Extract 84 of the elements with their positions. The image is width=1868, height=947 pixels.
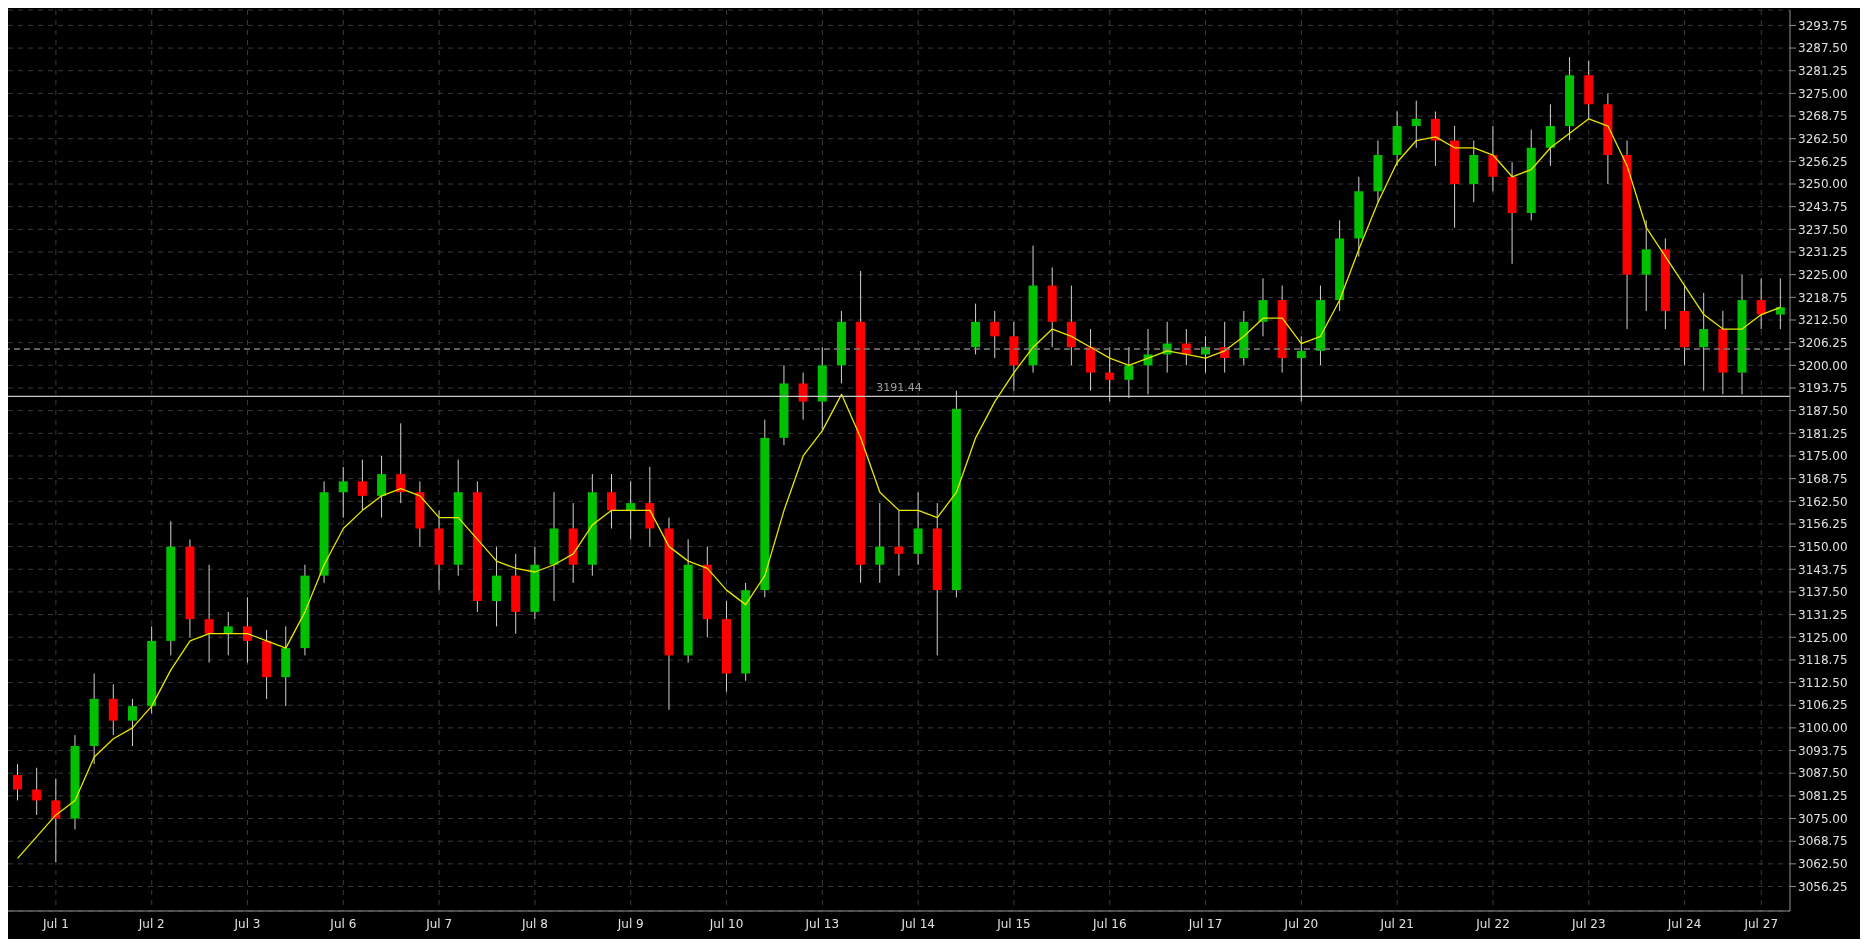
- candlestick: [990, 310, 1000, 359]
- y-tick-label: 3106.25: [1798, 698, 1848, 713]
- x-tick-label: Jul 7: [425, 916, 453, 931]
- y-tick-label: 3200.00: [1798, 358, 1848, 373]
- x-tick-label: Jul 16: [1091, 916, 1127, 931]
- candlestick: [204, 564, 214, 664]
- candlestick: [32, 767, 42, 816]
- x-tick-label: Jul 9: [616, 916, 644, 931]
- candlestick: [108, 683, 118, 736]
- y-tick-label: 3056.25: [1798, 879, 1848, 894]
- y-tick-label: 3256.25: [1798, 154, 1848, 169]
- candlestick: [1756, 277, 1766, 330]
- y-tick-label: 3275.00: [1798, 86, 1848, 101]
- candlestick: [377, 455, 387, 519]
- y-tick-label: 3231.25: [1798, 245, 1848, 260]
- y-tick-label: 3218.75: [1798, 290, 1848, 305]
- candlestick: [1430, 111, 1440, 167]
- y-tick-label: 3168.75: [1798, 471, 1848, 486]
- y-tick-label: 3156.25: [1798, 517, 1848, 532]
- x-tick-label: Jul 23: [1571, 916, 1606, 931]
- y-tick-label: 3262.50: [1798, 131, 1848, 146]
- y-tick-label: 3162.50: [1798, 494, 1848, 509]
- y-tick-label: 3081.25: [1798, 789, 1848, 804]
- y-tick-label: 3068.75: [1798, 834, 1848, 849]
- candlestick: [1258, 277, 1268, 337]
- candlestick: [1699, 292, 1709, 392]
- x-tick-label: Jul 14: [900, 916, 935, 931]
- y-tick-label: 3150.00: [1798, 539, 1848, 554]
- y-tick-label: 3287.50: [1798, 41, 1848, 56]
- y-tick-label: 3243.75: [1798, 199, 1848, 214]
- candlestick: [338, 466, 348, 519]
- x-tick-label: Jul 3: [233, 916, 261, 931]
- candlestick: [607, 473, 616, 529]
- candlestick: [626, 480, 636, 540]
- x-tick-label: Jul 2: [137, 916, 165, 931]
- x-tick-label: Jul 20: [1283, 916, 1319, 931]
- candlestick: [1775, 277, 1785, 330]
- y-tick-label: 3087.50: [1798, 766, 1848, 781]
- y-tick-label: 3112.50: [1798, 675, 1848, 690]
- y-tick-label: 3125.00: [1798, 630, 1848, 645]
- y-tick-label: 3237.50: [1798, 222, 1848, 237]
- x-tick-label: Jul 1: [41, 916, 69, 931]
- x-tick-label: Jul 10: [708, 916, 744, 931]
- x-tick-label: Jul 6: [329, 916, 357, 931]
- candlestick: [1488, 125, 1498, 192]
- y-tick-label: 3281.25: [1798, 63, 1848, 78]
- y-tick-label: 3187.50: [1798, 403, 1848, 418]
- candlestick: [51, 778, 61, 863]
- y-tick-label: 3100.00: [1798, 721, 1848, 736]
- y-tick-label: 3206.25: [1798, 335, 1848, 350]
- y-tick-label: 3093.75: [1798, 743, 1848, 758]
- y-tick-label: 3268.75: [1798, 109, 1848, 124]
- candlestick: [396, 422, 406, 504]
- y-tick-label: 3250.00: [1798, 177, 1848, 192]
- candlestick: [357, 459, 367, 511]
- y-tick-label: 3225.00: [1798, 267, 1848, 282]
- y-tick-label: 3118.75: [1798, 653, 1848, 668]
- x-tick-label: Jul 27: [1743, 916, 1779, 931]
- candlestick: [13, 763, 22, 801]
- candlestick: [223, 611, 233, 656]
- x-tick-label: Jul 17: [1187, 916, 1223, 931]
- x-tick-label: Jul 22: [1475, 916, 1510, 931]
- y-tick-label: 3193.75: [1798, 381, 1848, 396]
- y-tick-label: 3143.75: [1798, 562, 1848, 577]
- candlestick: [1411, 100, 1421, 149]
- candlestick: [127, 698, 137, 747]
- ref-line-label: 3191.44: [876, 381, 922, 395]
- y-tick-label: 3175.00: [1798, 449, 1848, 464]
- y-tick-label: 3293.75: [1798, 18, 1848, 33]
- x-tick-label: Jul 21: [1379, 916, 1414, 931]
- y-tick-label: 3212.50: [1798, 313, 1848, 328]
- x-tick-label: Jul 15: [996, 916, 1031, 931]
- x-tick-label: Jul 13: [804, 916, 840, 931]
- candlestick: [894, 509, 904, 577]
- y-tick-label: 3137.50: [1798, 585, 1848, 600]
- candlestick: [875, 502, 885, 584]
- y-tick-label: 3181.25: [1798, 426, 1848, 441]
- y-tick-label: 3131.25: [1798, 607, 1848, 622]
- candlestick: [242, 596, 252, 664]
- candlestick: [1545, 103, 1555, 167]
- x-tick-label: Jul 8: [520, 916, 548, 931]
- y-tick-label: 3075.00: [1798, 811, 1848, 826]
- x-tick-label: Jul 24: [1666, 916, 1702, 931]
- y-tick-label: 3062.50: [1798, 857, 1848, 872]
